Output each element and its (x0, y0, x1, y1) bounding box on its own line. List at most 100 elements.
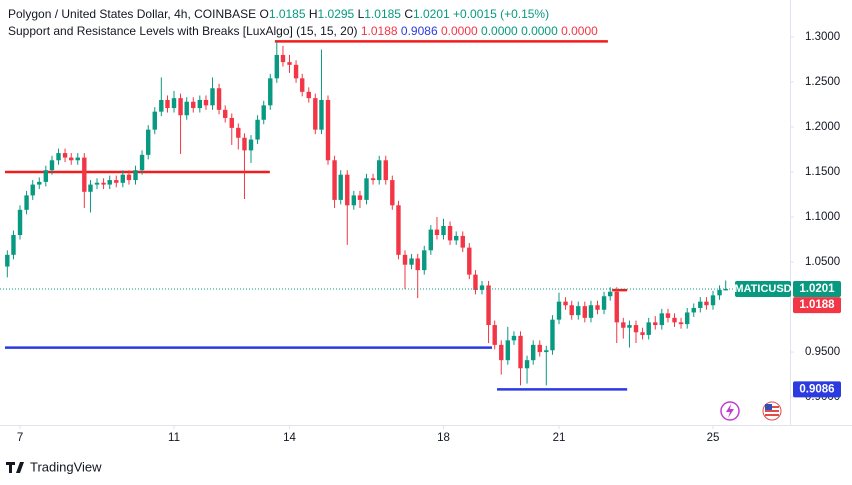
legend-line: Polygon / United States Dollar, 4h, COIN… (8, 7, 549, 21)
symbol-tag (735, 280, 791, 297)
candle-body (133, 170, 138, 181)
candle-body (268, 78, 273, 106)
candle-body (43, 170, 49, 182)
ohlc-value: 1.0185 (269, 7, 306, 21)
candle-body (338, 174, 343, 200)
candle-body (236, 127, 241, 138)
candle-body (75, 157, 80, 161)
candle-body (595, 305, 600, 310)
candle-body (69, 157, 74, 161)
candle-body (223, 109, 228, 118)
candle-body (428, 229, 434, 251)
candle-body (56, 153, 61, 161)
ohlc-value: 1.0201 (413, 7, 450, 21)
candle-body (261, 105, 266, 120)
flag-canton (765, 404, 772, 410)
candle-body (17, 209, 23, 236)
icons (720, 401, 782, 421)
candle-body (11, 235, 16, 255)
ohlc-label: L (358, 7, 365, 21)
candle-body (184, 101, 189, 116)
candle-body (5, 254, 10, 267)
x-tick-label: 21 (553, 432, 566, 444)
candle-body (704, 301, 709, 306)
ohlc-value: 1.0295 (318, 7, 355, 21)
candle-body (345, 174, 350, 206)
candle-body (300, 78, 305, 92)
candle-body (351, 195, 357, 206)
symbol-title: Polygon / United States Dollar, 4h, COIN… (8, 7, 256, 21)
indicator-name: Support and Resistance Levels with Break… (8, 24, 358, 38)
candle-body (178, 98, 183, 116)
candle-body (139, 154, 145, 171)
candle-body (24, 195, 29, 210)
alert-icon-bolt (726, 404, 734, 418)
candle-body (94, 182, 100, 185)
candle-body (640, 332, 645, 335)
candle-body (447, 226, 453, 241)
x-tick-label: 11 (168, 432, 180, 444)
candle-body (287, 62, 292, 65)
candle-body (511, 335, 517, 341)
candle-body (717, 289, 722, 296)
candle-body (120, 174, 126, 183)
candle-body (159, 99, 164, 112)
y-tick-label: 1.2000 (805, 121, 840, 133)
candle-body (441, 226, 446, 236)
candle-body (614, 291, 619, 323)
last-price-tag (793, 280, 841, 297)
y-tick-label: 0.9500 (805, 346, 840, 358)
indicator-value: 1.0188 (361, 24, 398, 38)
change: +0.0015 (+0.15%) (453, 7, 549, 21)
candle-body (691, 307, 696, 313)
candle-body (524, 360, 530, 369)
candle-body (621, 322, 626, 328)
candle-body (319, 99, 324, 130)
x-tick-label: 14 (283, 432, 296, 444)
candle-body (479, 285, 485, 290)
candle-body (152, 111, 157, 130)
legend: Polygon / United States Dollar, 4h, COIN… (8, 7, 598, 38)
candle-body (659, 313, 664, 326)
candle-body (274, 54, 280, 79)
candle-body (723, 288, 728, 291)
candle-body (383, 160, 388, 181)
candle-body (402, 254, 408, 265)
candle-body (627, 325, 632, 328)
ohlc-value: 1.0185 (364, 7, 401, 21)
candle-body (646, 322, 651, 335)
candle-body (255, 119, 260, 140)
candle-body (422, 250, 427, 271)
candle-body (505, 340, 511, 361)
candle-body (306, 91, 311, 99)
candle-body (550, 319, 555, 351)
candle-body (114, 180, 119, 183)
candle-body (608, 291, 613, 297)
candle-body (492, 325, 497, 345)
candle-body (415, 258, 420, 271)
footer: TradingView (6, 459, 102, 474)
last-price-tag-text: 1.0201 (799, 283, 835, 295)
candle-body (377, 160, 382, 181)
candle-body (171, 98, 177, 109)
candle-body (396, 205, 401, 255)
candle-body (454, 235, 459, 241)
symbol-tag-text: MATICUSD (734, 283, 791, 295)
candle-body (280, 54, 286, 63)
ohlc-label: H (309, 7, 318, 21)
candle-body (191, 101, 196, 109)
ohlc-label: C (404, 7, 413, 21)
candle-body (62, 153, 68, 158)
candle-body (672, 317, 677, 323)
candle-body (197, 99, 203, 109)
candle-body (569, 305, 574, 316)
candle-body (678, 322, 684, 325)
candle-body (146, 129, 151, 155)
candle-body (30, 184, 35, 196)
candle-body (242, 137, 247, 151)
candle-body (82, 157, 87, 192)
indicator-value: 0.0000 (561, 24, 598, 38)
y-tick-label: 1.0500 (805, 256, 840, 268)
candle-body (544, 350, 549, 353)
indicator-tag-text: 1.0188 (799, 299, 835, 311)
